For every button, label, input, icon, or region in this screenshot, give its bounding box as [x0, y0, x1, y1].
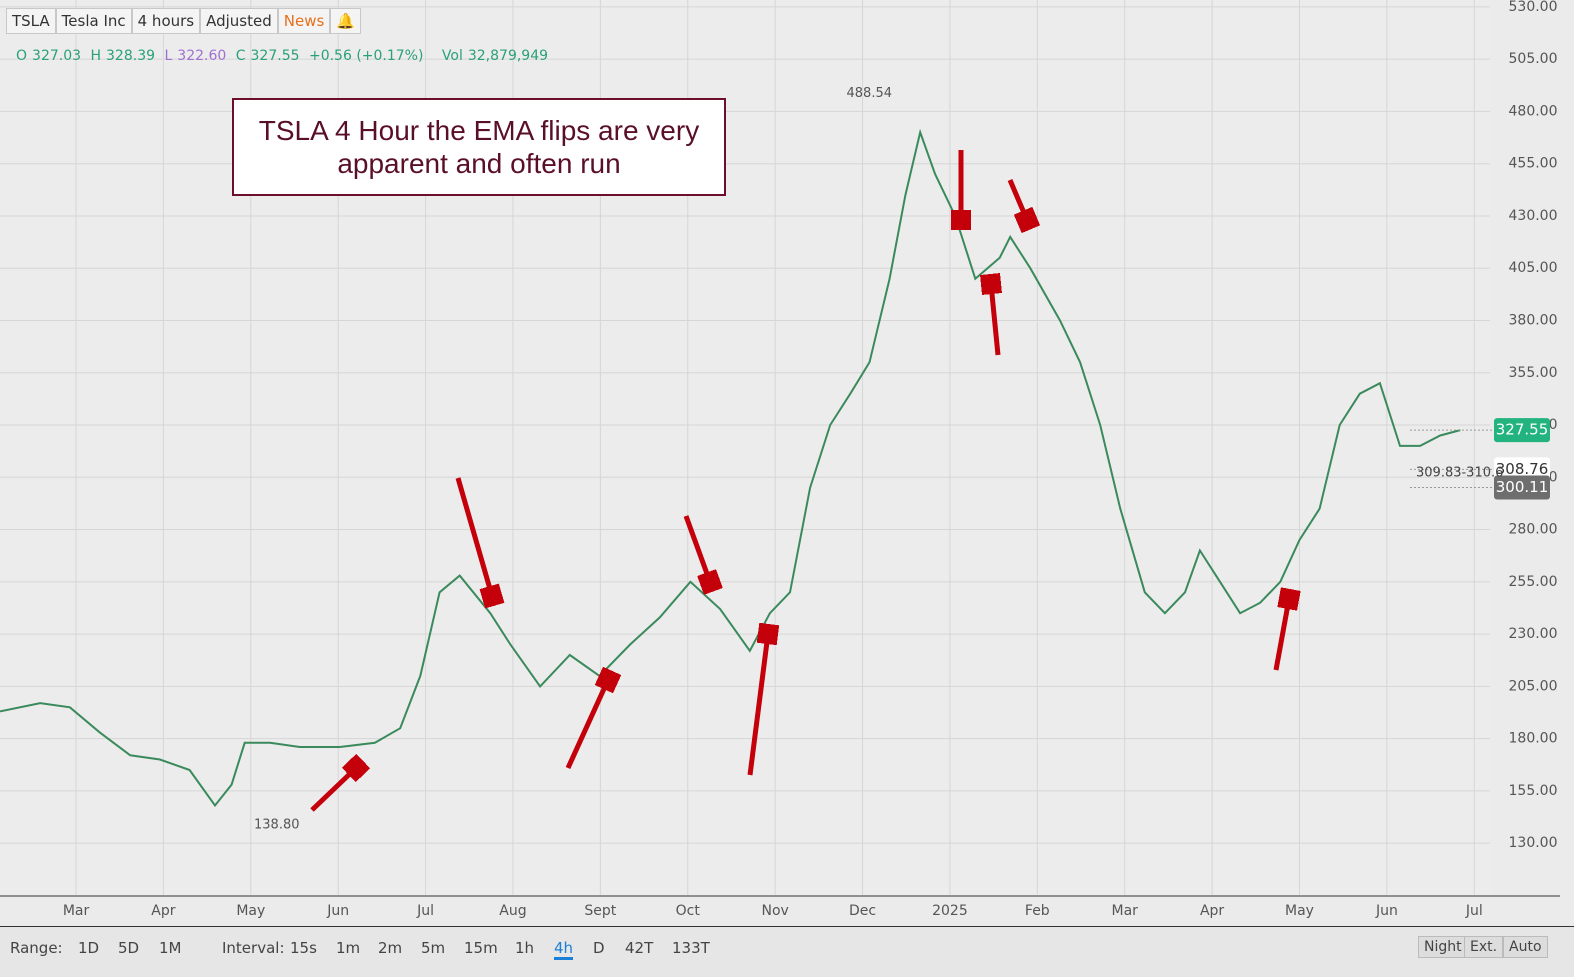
annotation: TSLA 4 Hour the EMA flips are very appar…	[232, 98, 726, 196]
x-tick-label: Dec	[849, 903, 876, 919]
y-tick-label: 280.00	[1509, 522, 1558, 538]
button[interactable]: Ext.	[1464, 936, 1504, 958]
y-tick-label: 205.00	[1509, 678, 1558, 694]
x-tick-label: Aug	[499, 903, 526, 919]
y-tick-label: 130.00	[1509, 835, 1558, 851]
quote: O 327.03 H 328.39 L 322.60 C 327.55 +0.56 (+…	[16, 48, 553, 64]
value: 328.39	[106, 48, 156, 64]
button[interactable]: 1h	[515, 939, 535, 957]
x-tick-label: May	[1285, 903, 1314, 919]
x-tick-label: Apr	[151, 903, 175, 919]
toolbar: TSLA Tesla Inc 4 hours Adjusted News 🔔	[6, 8, 361, 34]
button[interactable]: 1M	[159, 939, 182, 957]
x-tick-label: Jul	[1465, 903, 1483, 919]
label: H	[90, 48, 102, 64]
button[interactable]: 2m	[378, 939, 403, 957]
button[interactable]: 1m	[336, 939, 361, 957]
label: C	[235, 48, 246, 64]
x-tick-label: Jun	[326, 903, 349, 919]
x-tick-label: Apr	[1200, 903, 1224, 919]
x-tick-label: Jun	[1375, 903, 1398, 919]
y-tick-label: 155.00	[1509, 783, 1558, 799]
interval-select[interactable]: 4 hours	[131, 8, 201, 34]
alert-button[interactable]: 🔔	[330, 8, 361, 34]
x-tick-label: Feb	[1025, 903, 1050, 919]
price-tag-label: 327.55	[1496, 421, 1549, 439]
button[interactable]: 5m	[421, 939, 446, 957]
adjust-toggle[interactable]: Adjusted	[200, 8, 278, 34]
annotation-arrows	[310, 150, 1289, 812]
y-tick-label: 505.00	[1509, 51, 1558, 67]
y-tick-label: 380.00	[1509, 312, 1558, 328]
plot-area	[0, 0, 1490, 896]
price-axis	[1490, 0, 1560, 896]
y-tick-label: 255.00	[1509, 574, 1558, 590]
button[interactable]: 133T	[672, 939, 710, 957]
news-button[interactable]: News	[277, 8, 331, 34]
y-tick-label: 180.00	[1509, 731, 1558, 747]
button[interactable]: 1D	[78, 939, 100, 957]
change: +0.56 (+0.17%)	[308, 48, 424, 64]
x-tick-label: Mar	[63, 903, 90, 919]
x-tick-label: Nov	[761, 903, 788, 919]
x-tick-label: 2025	[932, 903, 968, 919]
x-tick-label: Mar	[1111, 903, 1138, 919]
price-tag-label: 300.11	[1496, 478, 1549, 496]
button[interactable]: 15s	[290, 939, 317, 957]
price-line	[0, 128, 1461, 808]
y-tick-label: 455.00	[1509, 156, 1558, 172]
low-label: 138.80	[254, 817, 300, 832]
y-tick-label: 480.00	[1509, 103, 1558, 119]
x-tick-label: Jul	[416, 903, 434, 919]
button[interactable]: Auto	[1503, 936, 1548, 958]
y-tick-label: 405.00	[1509, 260, 1558, 276]
high-label: 488.54	[847, 86, 893, 101]
button[interactable]: 4h	[554, 939, 574, 960]
button[interactable]: Night	[1418, 936, 1468, 958]
y-tick-label: 230.00	[1509, 626, 1558, 642]
x-tick-label: Oct	[676, 903, 701, 919]
label: L	[164, 48, 173, 64]
price-tag	[1494, 418, 1550, 443]
band-label: 309.83-310.6	[1416, 466, 1503, 481]
button[interactable]: 5D	[118, 939, 140, 957]
footer: Range: Interval: 1D 5D 1M 15s 1m 2m 5m 15m 1h 4h D…	[0, 926, 1574, 977]
price-tag	[1494, 457, 1550, 482]
value: 322.60	[177, 48, 227, 64]
label: Vol	[441, 48, 463, 64]
value: 327.03	[32, 48, 82, 64]
company-name: Tesla Inc	[55, 8, 132, 34]
label: O	[16, 48, 28, 64]
price-tag-label: 308.76	[1496, 460, 1549, 478]
interval-label: Interval:	[222, 939, 285, 957]
symbol[interactable]: TSLA	[6, 8, 56, 34]
value: 327.55	[250, 48, 300, 64]
y-tick-label: 355.00	[1509, 365, 1558, 381]
y-tick-label: 430.00	[1509, 208, 1558, 224]
button[interactable]: D	[593, 939, 605, 957]
y-tick-label: 530.00	[1509, 0, 1558, 15]
value: 32,879,949	[467, 48, 549, 64]
price-tag	[1494, 475, 1550, 500]
x-tick-label: May	[236, 903, 265, 919]
range-label: Range:	[10, 939, 63, 957]
x-tick-label: Sept	[584, 903, 616, 919]
button[interactable]: 42T	[625, 939, 654, 957]
button[interactable]: 15m	[464, 939, 498, 957]
